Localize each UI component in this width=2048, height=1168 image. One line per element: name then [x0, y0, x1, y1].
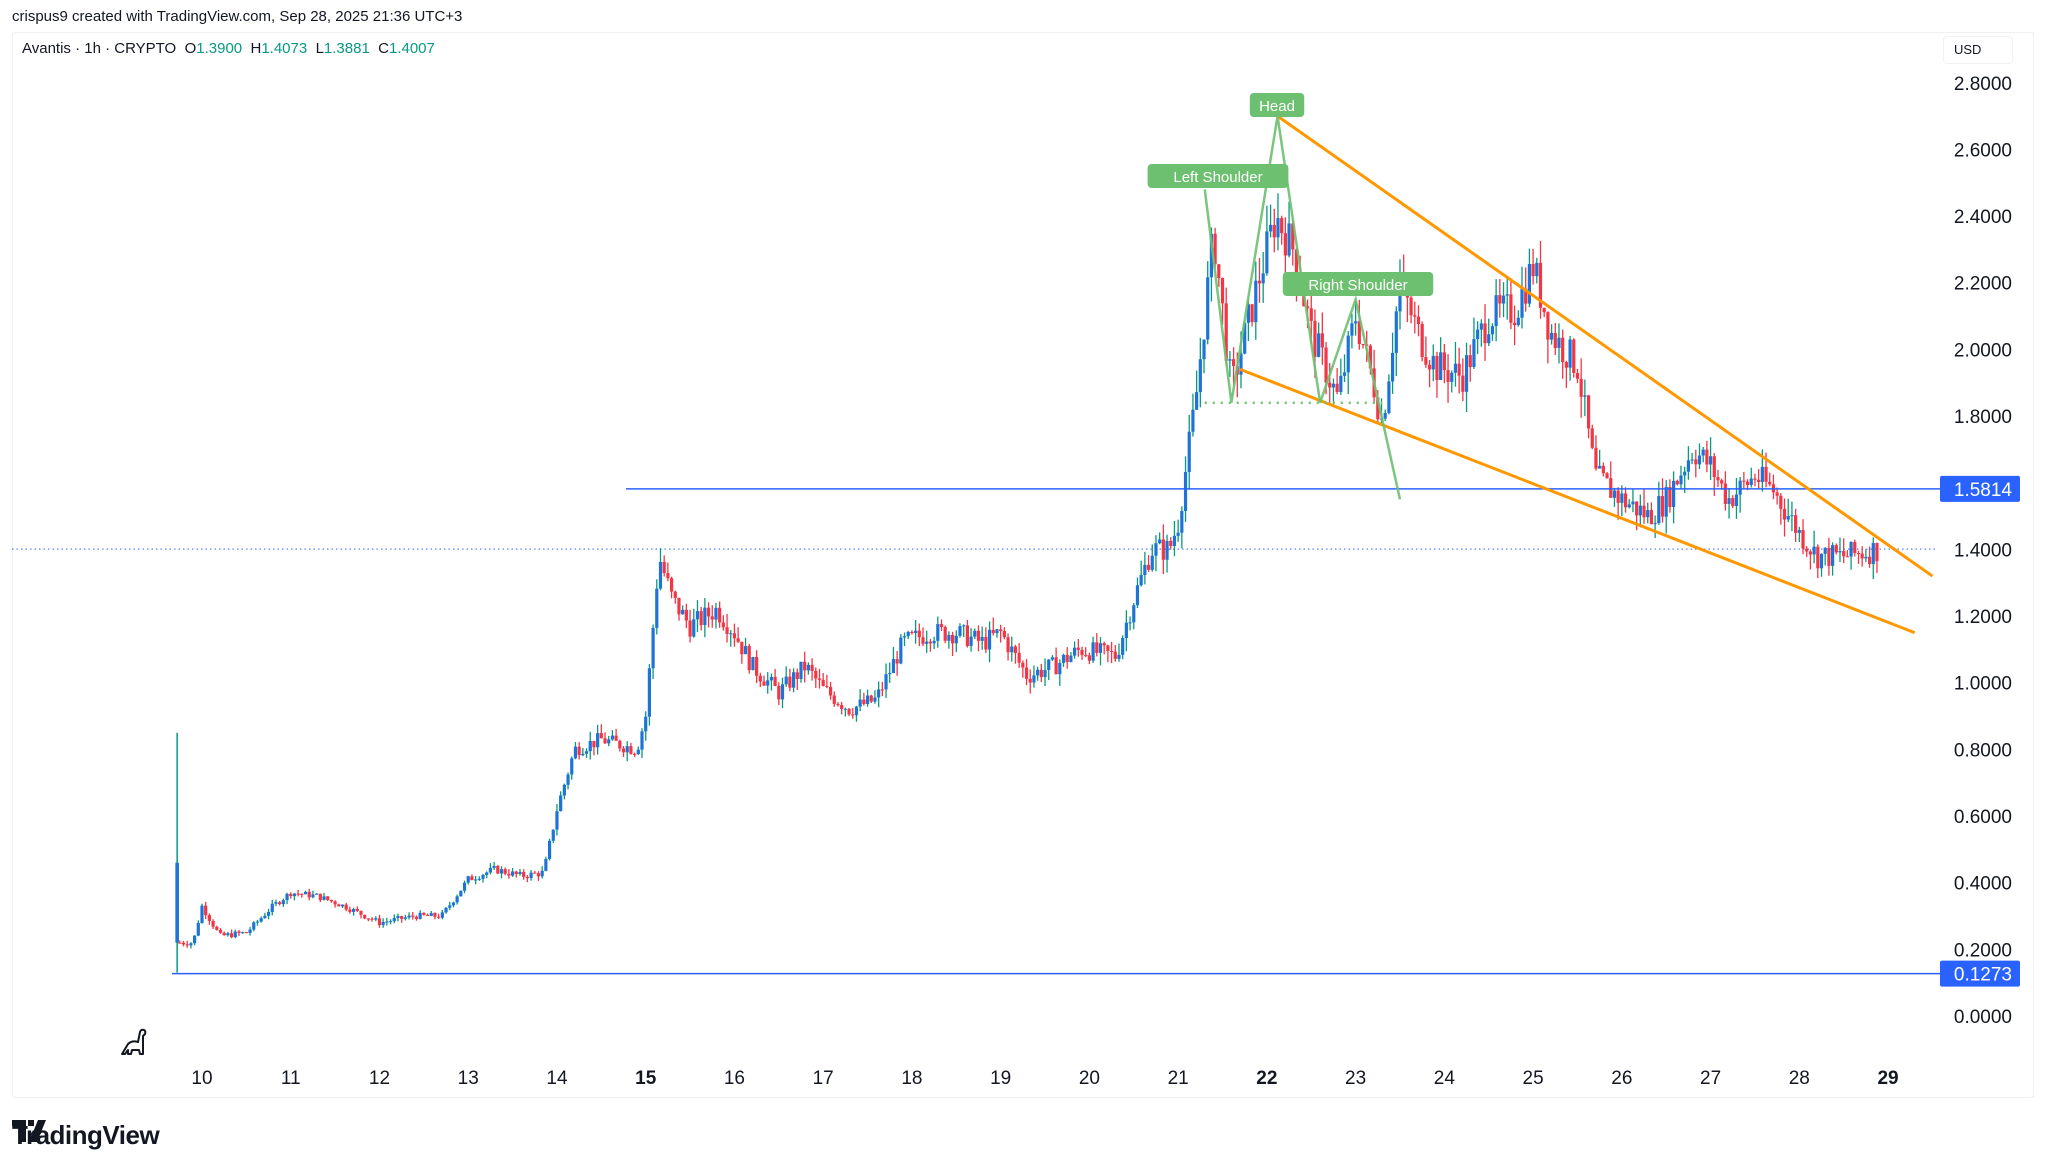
date-tick: 28: [1789, 1068, 1810, 1089]
support-price-badge: [1940, 960, 2020, 987]
price-tick: 0.0000: [1954, 1007, 2012, 1028]
price-tick: 0.8000: [1954, 740, 2012, 761]
close-label: C: [378, 40, 389, 57]
date-tick: 12: [369, 1068, 390, 1089]
price-tick: 2.2000: [1954, 274, 2012, 295]
date-tick: 15: [635, 1068, 657, 1089]
wedge-lower-line[interactable]: [1239, 368, 1916, 635]
candles: [175, 193, 1879, 973]
price-tick: 0.4000: [1954, 874, 2012, 895]
date-tick: 17: [813, 1068, 834, 1089]
high-value: 1.4073: [261, 40, 308, 57]
symbol-name[interactable]: Avantis · 1h · CRYPTO: [22, 40, 177, 57]
resistance-price-badge-text: 1.5814: [1954, 480, 2013, 501]
date-tick: 16: [724, 1068, 745, 1089]
low-value: 1.3881: [323, 40, 370, 57]
date-tick: 14: [546, 1068, 568, 1089]
price-axis-separator: [2033, 32, 2034, 1098]
price-tick: 1.2000: [1954, 607, 2012, 628]
symbol-legend[interactable]: Avantis · 1h · CRYPTO O1.3900 H1.4073 L1…: [22, 40, 435, 57]
date-tick: 25: [1523, 1068, 1544, 1089]
date-tick: 26: [1611, 1068, 1632, 1089]
support-price-badge-text: 0.1273: [1954, 965, 2012, 986]
svg-text:Head: Head: [1259, 98, 1295, 115]
head-and-shoulders-pattern[interactable]: [1203, 115, 1402, 500]
date-tick: 21: [1168, 1068, 1189, 1089]
price-tick: 2.0000: [1954, 340, 2012, 361]
date-tick: 29: [1877, 1068, 1898, 1089]
open-value: 1.3900: [196, 40, 243, 57]
date-tick: 10: [191, 1068, 212, 1089]
date-tick: 13: [458, 1068, 479, 1089]
close-value: 1.4007: [388, 40, 435, 57]
date-tick: 20: [1079, 1068, 1100, 1089]
svg-text:Right Shoulder: Right Shoulder: [1308, 277, 1407, 294]
tradingview-logo[interactable]: TradingView: [12, 1120, 160, 1151]
svg-text:Left Shoulder: Left Shoulder: [1173, 169, 1262, 186]
price-tick: 2.4000: [1954, 207, 2012, 228]
date-tick: 23: [1345, 1068, 1366, 1089]
price-tick: 2.6000: [1954, 140, 2012, 161]
open-label: O: [184, 40, 197, 57]
right-shoulder-label[interactable]: Right Shoulder: [1282, 272, 1434, 296]
price-tick: 1.8000: [1954, 407, 2012, 428]
high-label: H: [250, 40, 262, 57]
date-tick: 18: [901, 1068, 922, 1089]
left-shoulder-label[interactable]: Left Shoulder: [1147, 164, 1289, 188]
currency-selector[interactable]: USD: [1943, 36, 2013, 64]
wedge-upper-line[interactable]: [1276, 114, 1934, 578]
head-label[interactable]: Head: [1249, 93, 1305, 117]
price-tick: 0.6000: [1954, 807, 2012, 828]
low-label: L: [315, 40, 324, 57]
price-tick: 0.2000: [1954, 940, 2012, 961]
chart-credit: crispus9 created with TradingView.com, S…: [12, 8, 463, 25]
date-tick: 22: [1256, 1068, 1277, 1089]
price-tick: 2.8000: [1954, 74, 2012, 95]
date-tick: 11: [281, 1068, 301, 1089]
tradingview-logo-icon: [12, 1120, 46, 1142]
price-tick: 1.4000: [1954, 540, 2012, 561]
resistance-price-badge: [1940, 475, 2020, 502]
price-tick: 1.0000: [1954, 674, 2012, 695]
date-tick: 24: [1434, 1068, 1456, 1089]
date-tick: 19: [990, 1068, 1011, 1089]
date-tick: 27: [1700, 1068, 1721, 1089]
